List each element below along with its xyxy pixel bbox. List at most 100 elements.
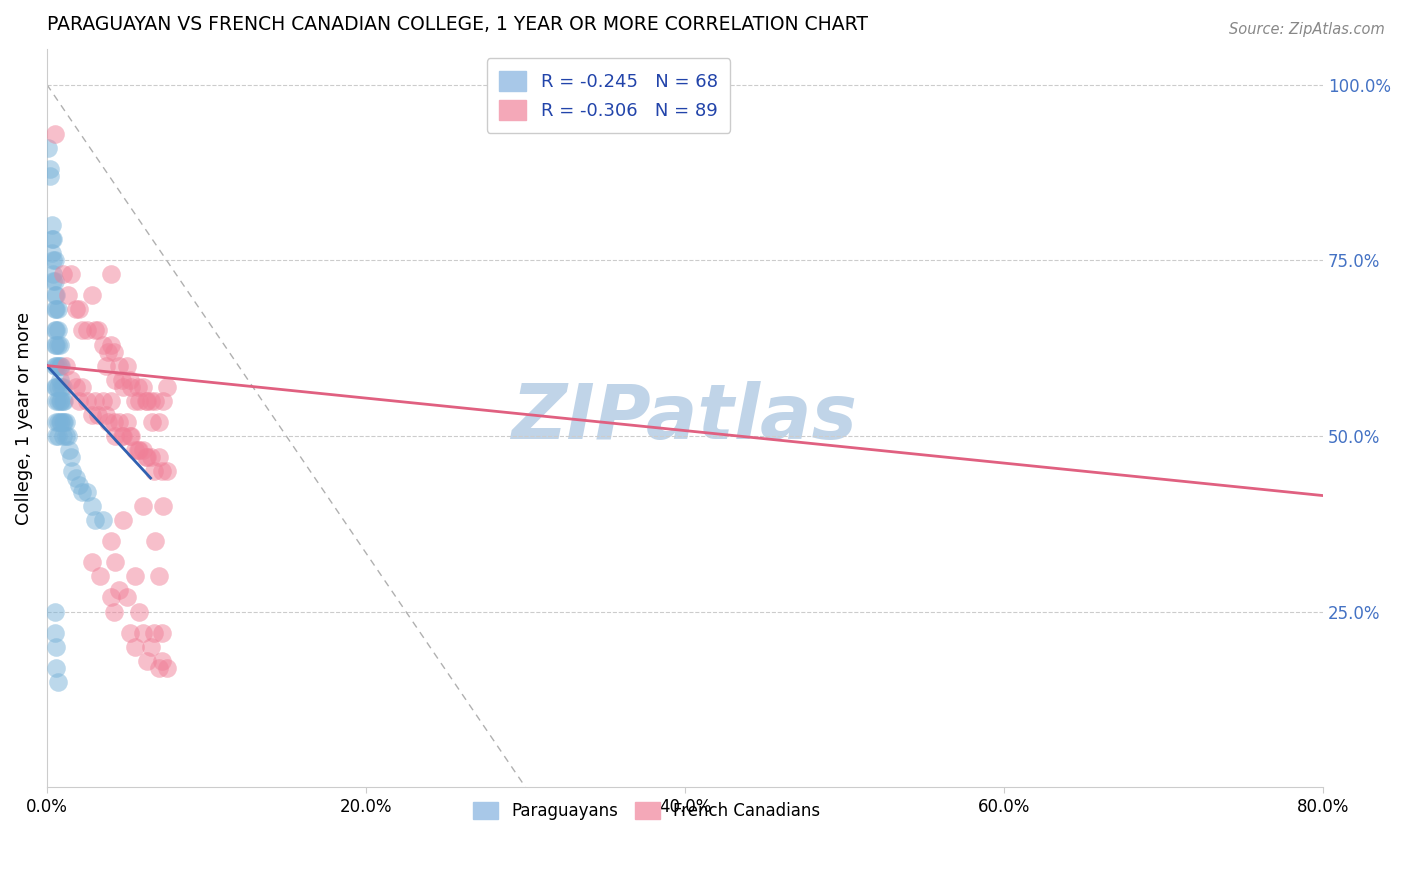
Point [65,302,87,317]
Point [52,267,75,281]
Point [148,450,170,464]
Point [91,393,114,408]
Point [136,654,159,668]
Point [111,429,134,443]
Point [46,302,69,317]
Point [107,415,129,429]
Point [76,485,98,500]
Point [52,415,75,429]
Point [37,141,59,155]
Point [150,464,173,478]
Point [70,485,93,500]
Point [128,442,150,457]
Point [124,442,146,457]
Point [65,471,87,485]
Point [100,591,122,605]
Point [100,534,122,549]
Point [89,569,111,583]
Point [139,393,162,408]
Point [100,267,122,281]
Point [51,393,73,408]
Point [118,625,141,640]
Point [103,605,125,619]
Point [142,625,165,640]
Point [96,415,118,429]
Point [53,415,76,429]
Point [44,625,66,640]
Point [131,442,153,457]
Point [103,344,125,359]
Point [58,442,80,457]
Point [42,232,65,246]
Point [124,569,146,583]
Point [139,640,162,654]
Point [148,415,170,429]
Point [44,380,66,394]
Point [48,337,70,351]
Point [45,380,67,394]
Point [83,393,105,408]
Point [70,380,93,394]
Point [45,429,67,443]
Point [91,513,114,527]
Point [55,359,77,373]
Point [115,359,138,373]
Point [39,161,62,176]
Point [155,380,177,394]
Point [155,464,177,478]
Point [46,429,69,443]
Point [150,654,173,668]
Point [44,127,66,141]
Point [45,359,67,373]
Point [67,393,90,408]
Point [56,429,79,443]
Point [48,415,70,429]
Point [56,288,79,302]
Point [152,499,174,513]
Point [51,415,73,429]
Point [48,359,70,373]
Point [41,232,63,246]
Point [80,555,103,569]
Point [100,393,122,408]
Point [59,373,82,387]
Point [70,323,93,337]
Point [112,429,135,443]
Point [44,288,66,302]
Point [76,393,98,408]
Point [107,583,129,598]
Point [46,393,69,408]
Point [55,429,77,443]
Point [131,380,153,394]
Point [52,429,75,443]
Point [142,464,165,478]
Point [135,393,157,408]
Point [83,513,105,527]
Point [51,359,73,373]
Point [96,344,118,359]
Point [145,393,167,408]
Point [45,661,67,675]
Point [155,661,177,675]
Point [45,337,67,351]
Text: ZIPatlas: ZIPatlas [512,381,858,455]
Point [41,246,63,260]
Point [94,408,117,422]
Point [62,464,84,478]
Point [45,640,67,654]
Point [41,218,63,232]
Point [67,302,90,317]
Point [46,323,69,337]
Point [115,415,138,429]
Point [118,429,141,443]
Point [148,569,170,583]
Point [111,373,134,387]
Point [42,267,65,281]
Point [107,359,129,373]
Point [46,674,69,689]
Point [55,415,77,429]
Point [44,605,66,619]
Point [128,393,150,408]
Point [124,640,146,654]
Point [46,359,69,373]
